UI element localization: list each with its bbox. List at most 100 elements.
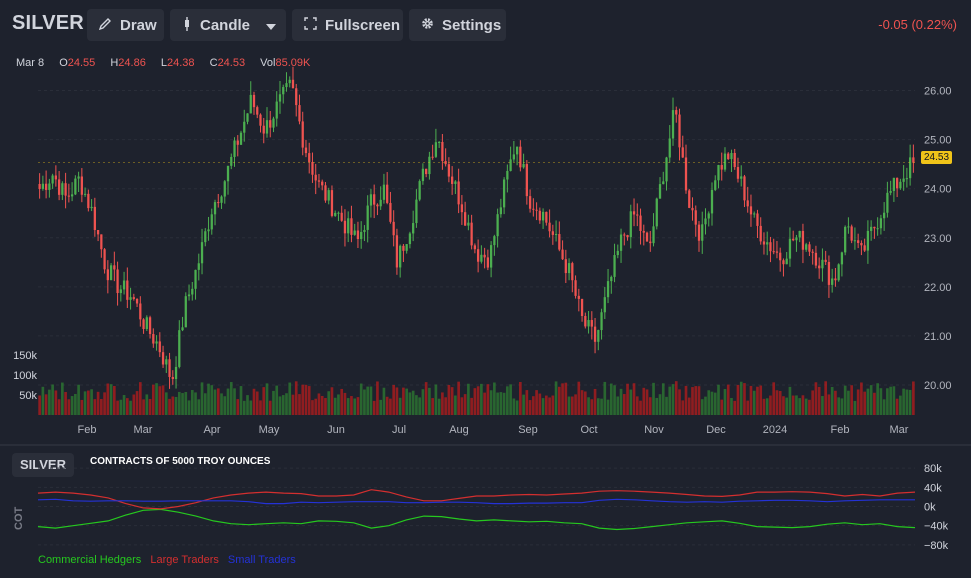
volume-bar [665, 396, 668, 415]
candle-body [668, 138, 671, 158]
candle-body [96, 230, 100, 235]
candle-body [139, 303, 142, 320]
volume-bar [811, 390, 815, 415]
small-traders-line [37, 498, 915, 505]
chart-type-dropdown[interactable]: Candle [170, 9, 286, 41]
volume-bar [389, 398, 392, 415]
y-tick-label: 21.00 [924, 331, 952, 343]
fullscreen-icon [304, 17, 317, 33]
volume-bar [411, 390, 415, 415]
candle-body [405, 244, 408, 251]
volume-bar [398, 397, 402, 415]
volume-bar [132, 394, 136, 415]
candle-body [145, 317, 148, 330]
volume-bar [194, 392, 197, 415]
candle-body [360, 231, 363, 239]
volume-bar [408, 392, 412, 415]
volume-bar [626, 383, 629, 415]
candle-body [480, 254, 483, 262]
candle-body [600, 312, 603, 331]
settings-button[interactable]: Settings [409, 9, 506, 41]
candle-body [551, 231, 554, 235]
candle-body [866, 230, 870, 251]
x-tick-label: Feb [78, 424, 97, 436]
candle-body [541, 211, 545, 221]
candle-body [691, 207, 694, 211]
ohlc-low: 24.38 [167, 57, 195, 69]
candle-body [285, 83, 288, 88]
candle-body [662, 181, 665, 185]
candle-body [847, 226, 850, 228]
volume-bar [752, 390, 756, 415]
ohlc-open-label: O [59, 57, 68, 69]
volume-bar [424, 382, 428, 415]
volume-bar [340, 388, 344, 415]
candle-body [262, 125, 265, 134]
candle-body [908, 157, 912, 179]
candle-body [343, 220, 347, 234]
volume-bar [239, 386, 243, 415]
candle-body [152, 334, 155, 344]
volume-bar [843, 385, 847, 415]
volume-bar [691, 387, 694, 415]
draw-button[interactable]: Draw [87, 9, 164, 41]
volume-bar [512, 398, 516, 415]
volume-bar [298, 394, 301, 415]
volume-bar [44, 394, 48, 415]
volume-bar [574, 394, 577, 415]
volume-bar [96, 391, 100, 415]
candle-body [376, 204, 379, 207]
candle-body [256, 107, 259, 115]
volume-bar [876, 383, 879, 415]
volume-bar [619, 388, 623, 415]
volume-bar [246, 395, 249, 415]
fullscreen-button[interactable]: Fullscreen [292, 9, 403, 41]
volume-bar [444, 397, 447, 415]
candle-body [489, 245, 493, 268]
candle-body [454, 181, 457, 184]
candle-body [499, 207, 502, 215]
candle-body [236, 140, 239, 145]
price-chart[interactable]: 20.00 21.00 22.00 23.00 24.00 25.00 26.00 Feb Ma… [0, 0, 971, 446]
volume-bar [64, 392, 67, 415]
volume-bar [226, 388, 230, 415]
candle-body [67, 195, 70, 197]
volume-bar [795, 395, 798, 415]
candle-body [171, 376, 174, 380]
candle-body [593, 326, 597, 342]
candle-body [629, 211, 632, 238]
candle-body [636, 214, 639, 216]
volume-bar [632, 383, 636, 415]
volume-bar [294, 381, 298, 415]
candle-body [714, 180, 717, 190]
candle-body [239, 132, 243, 145]
x-tick-label: Jun [327, 424, 345, 436]
volume-bar [418, 397, 421, 415]
candle-body [632, 211, 636, 215]
cot-symbol-badge: SILVER [12, 453, 74, 477]
volume-bar [220, 393, 223, 415]
candle-body [431, 156, 434, 158]
candle-body [382, 184, 386, 200]
volume-bar [590, 399, 594, 415]
candle-body [402, 245, 405, 251]
candle-body [665, 157, 668, 182]
candle-body [51, 175, 54, 184]
volume-bar [233, 388, 236, 415]
candle-body [616, 250, 619, 256]
volume-bar [48, 389, 51, 415]
volume-bar [473, 388, 477, 415]
candle-body [626, 235, 629, 238]
candle-body [174, 366, 178, 380]
candle-body [652, 226, 655, 244]
x-tick-label: Jul [392, 424, 406, 436]
candle-body [798, 230, 801, 238]
candle-body [249, 94, 252, 114]
volume-bar [320, 395, 324, 415]
volume-bar [869, 385, 873, 415]
candle-body [373, 194, 376, 205]
volume-bar [723, 389, 727, 415]
volume-bar [558, 386, 561, 415]
candle-body [470, 222, 473, 246]
candle-body [597, 330, 600, 342]
